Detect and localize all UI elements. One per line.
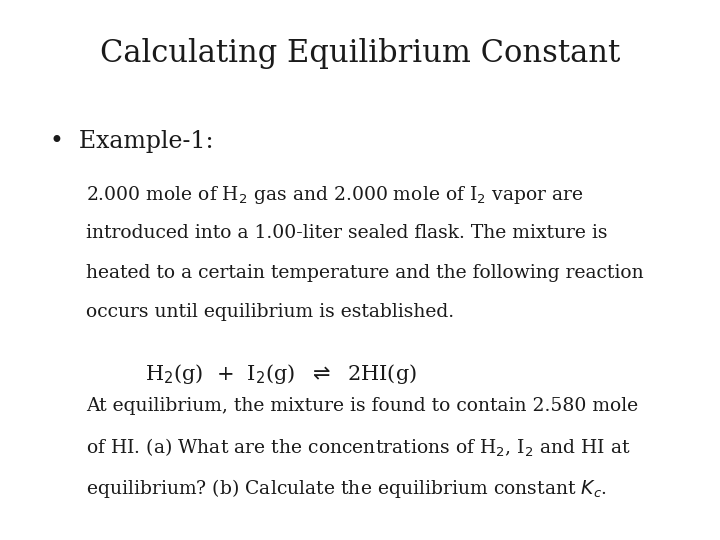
Text: introduced into a 1.00-liter sealed flask. The mixture is: introduced into a 1.00-liter sealed flas…: [86, 224, 608, 241]
Text: H$_2$(g)  +  I$_2$(g)  $\rightleftharpoons$  2HI(g): H$_2$(g) + I$_2$(g) $\rightleftharpoons$…: [145, 362, 417, 386]
Text: heated to a certain temperature and the following reaction: heated to a certain temperature and the …: [86, 264, 644, 281]
Text: •  Example-1:: • Example-1:: [50, 130, 214, 153]
Text: occurs until equilibrium is established.: occurs until equilibrium is established.: [86, 303, 454, 321]
Text: At equilibrium, the mixture is found to contain 2.580 mole: At equilibrium, the mixture is found to …: [86, 397, 639, 415]
Text: of HI. (a) What are the concentrations of H$_2$, I$_2$ and HI at: of HI. (a) What are the concentrations o…: [86, 437, 631, 459]
Text: Calculating Equilibrium Constant: Calculating Equilibrium Constant: [100, 38, 620, 69]
Text: equilibrium? (b) Calculate the equilibrium constant $\mathit{K}_c$.: equilibrium? (b) Calculate the equilibri…: [86, 477, 608, 500]
Text: 2.000 mole of H$_2$ gas and 2.000 mole of I$_2$ vapor are: 2.000 mole of H$_2$ gas and 2.000 mole o…: [86, 184, 585, 206]
